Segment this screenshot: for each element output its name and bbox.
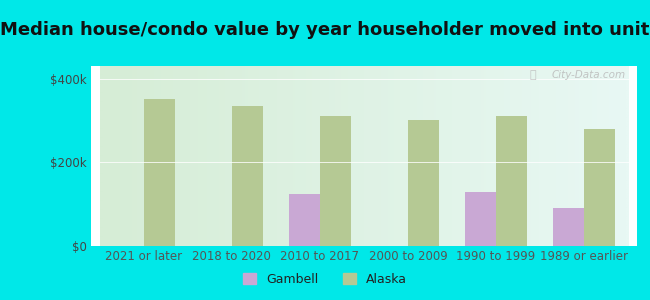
Bar bbox=[144, 100, 175, 246]
Text: ⓘ: ⓘ bbox=[529, 70, 536, 80]
Bar bbox=[408, 120, 439, 246]
Bar bbox=[584, 129, 615, 246]
Bar bbox=[289, 194, 320, 246]
Bar bbox=[320, 116, 351, 246]
Text: City-Data.com: City-Data.com bbox=[552, 70, 626, 80]
Text: Median house/condo value by year householder moved into unit: Median house/condo value by year househo… bbox=[0, 21, 650, 39]
Bar bbox=[496, 116, 527, 246]
Bar bbox=[232, 106, 263, 246]
Bar bbox=[465, 192, 496, 246]
Bar bbox=[553, 208, 584, 246]
Legend: Gambell, Alaska: Gambell, Alaska bbox=[239, 268, 411, 291]
